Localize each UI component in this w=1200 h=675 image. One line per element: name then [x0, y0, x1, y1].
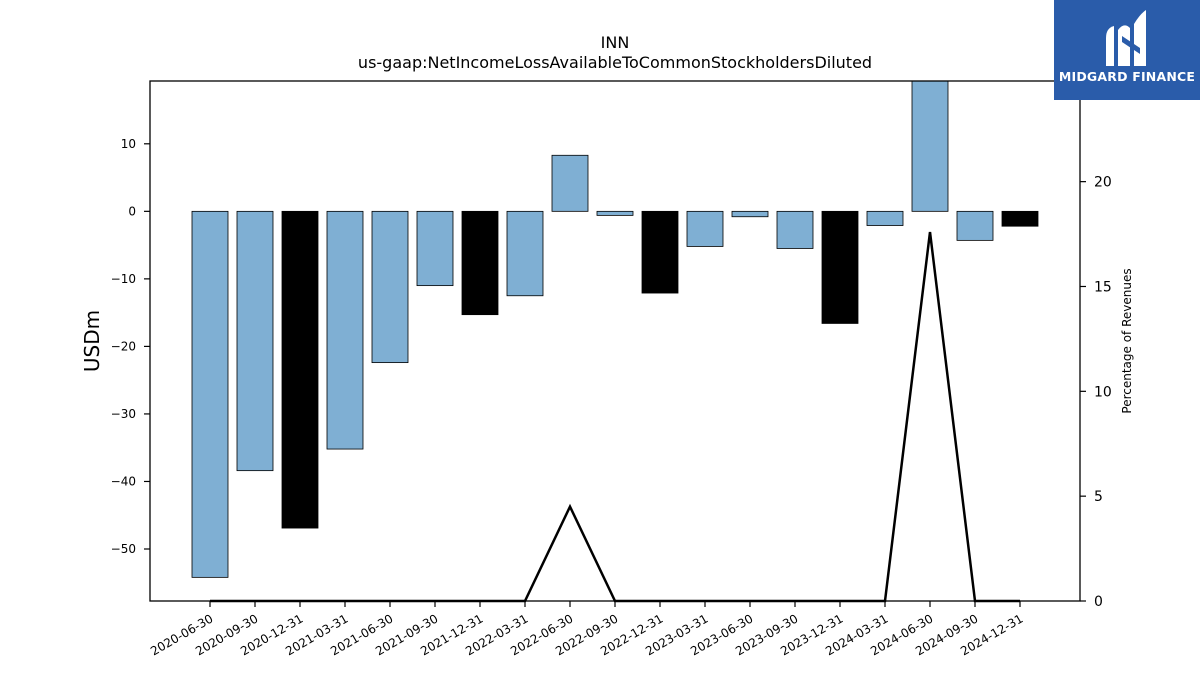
bar: [506, 210, 544, 297]
y-tick-label: 0: [128, 204, 136, 218]
bar: [911, 80, 949, 212]
bar: [686, 210, 724, 247]
bar: [281, 210, 319, 529]
y-axis: 10 0 −10 −20 −30 −40 −50: [111, 137, 150, 556]
y-tick-label: −10: [111, 272, 136, 286]
bar: [371, 210, 409, 364]
bar: [551, 154, 589, 212]
y-tick-label: −50: [111, 542, 136, 556]
y2-axis: 0 5 10 15 20: [1080, 175, 1112, 610]
y2-tick-label: 20: [1094, 175, 1112, 191]
bar: [596, 210, 634, 216]
bar: [461, 210, 499, 316]
y2-tick-label: 5: [1094, 489, 1103, 505]
logo-text: MIDGARD FINANCE: [1058, 69, 1196, 84]
bar: [416, 210, 454, 287]
bar: [326, 210, 364, 450]
y-tick-label: −20: [111, 339, 136, 353]
y2-tick-label: 0: [1094, 594, 1103, 610]
bars-layer: [191, 80, 1039, 578]
bar: [641, 210, 679, 294]
bar: [236, 210, 274, 472]
y-tick-label: −30: [111, 407, 136, 421]
x-axis: 2020-06-302020-09-302020-12-312021-03-31…: [148, 601, 1026, 658]
y2-tick-label: 10: [1094, 384, 1112, 400]
y-axis-label: USDm: [80, 310, 104, 372]
bar: [731, 210, 769, 218]
chart-title: INN: [601, 33, 630, 52]
y2-axis-label: Percentage of Revenues: [1120, 268, 1134, 413]
bar: [191, 210, 229, 578]
chart-subtitle: us-gaap:NetIncomeLossAvailableToCommonSt…: [358, 53, 872, 72]
y-tick-label: 10: [121, 137, 136, 151]
y2-tick-label: 15: [1094, 279, 1112, 295]
bar: [956, 210, 994, 241]
bar: [866, 210, 904, 226]
midgard-finance-logo: MIDGARD FINANCE: [1054, 0, 1200, 100]
bar: [1001, 210, 1039, 227]
bar: [776, 210, 814, 249]
bar: [821, 210, 859, 324]
y-tick-label: −40: [111, 474, 136, 488]
midgard-logo-icon: [1106, 10, 1146, 66]
